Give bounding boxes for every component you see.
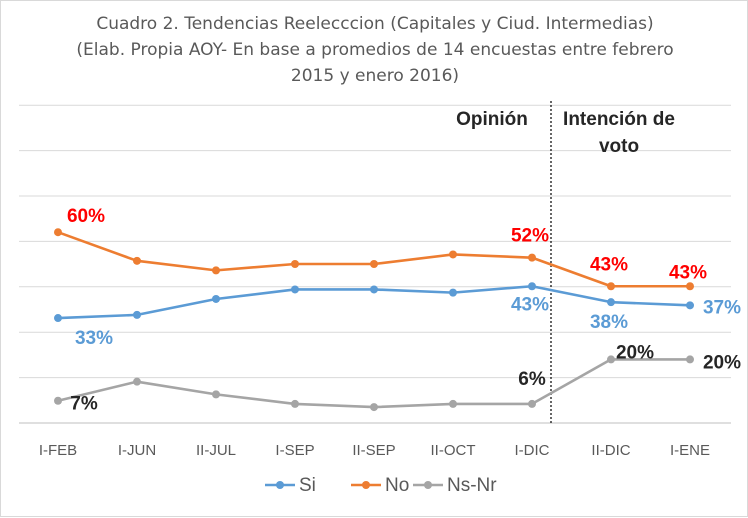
legend-label: Si xyxy=(299,475,316,496)
x-tick-label: I-ENE xyxy=(670,442,710,459)
gridlines xyxy=(19,104,731,424)
series-point-si xyxy=(133,310,141,319)
series-line-ns-nr xyxy=(56,358,692,409)
data-label: 60% xyxy=(67,206,105,227)
x-tick-label: II-DIC xyxy=(591,442,630,459)
series-point-si xyxy=(291,285,299,294)
series-point-no xyxy=(212,266,220,275)
series-point-no xyxy=(607,282,615,291)
data-label: 37% xyxy=(703,297,741,318)
x-tick-label: I-JUN xyxy=(118,442,156,459)
data-label: 20% xyxy=(703,352,741,373)
series-point-ns-nr xyxy=(212,390,220,399)
chart-title-line-1: Cuadro 2. Tendencias Reelecccion (Capita… xyxy=(96,14,653,34)
x-tick-label: II-OCT xyxy=(431,442,476,459)
data-label: 52% xyxy=(511,226,549,247)
x-tick-label: II-SEP xyxy=(352,442,395,459)
x-tick-label: I-FEB xyxy=(39,442,77,459)
legend-label: Ns-Nr xyxy=(447,475,497,496)
x-axis-tick-labels: I-FEB I-JUN II-JUL I-SEP II-SEP II-OCT I-DIC II… xyxy=(39,442,710,459)
data-label: 6% xyxy=(518,369,546,390)
legend-swatch-marker xyxy=(362,481,370,489)
series-point-ns-nr xyxy=(686,355,694,364)
legend: Si No Ns-Nr xyxy=(265,475,497,496)
legend-label: No xyxy=(385,475,409,496)
section-label-opinion: Opinión xyxy=(456,109,528,130)
data-label: 43% xyxy=(669,262,707,283)
section-label-intencion-line-1: Intención de xyxy=(563,109,675,130)
data-label: 20% xyxy=(616,342,654,363)
data-label: 7% xyxy=(70,394,98,415)
chart-title-line-3: 2015 y enero 2016) xyxy=(291,66,459,86)
series-point-si xyxy=(686,301,694,310)
series-point-ns-nr xyxy=(607,355,615,364)
series-point-ns-nr xyxy=(133,377,141,386)
chart-title: Cuadro 2. Tendencias Reelecccion (Capita… xyxy=(76,14,673,86)
series-point-si xyxy=(449,288,457,297)
series-point-si xyxy=(54,314,62,323)
x-tick-label: I-SEP xyxy=(275,442,314,459)
section-label-intencion-line-2: voto xyxy=(599,136,639,157)
series-point-ns-nr xyxy=(528,399,536,408)
series-point-si xyxy=(370,285,378,294)
data-labels: 33% 43% 38% 37% 60% 52% 43% 43% 7% 6% 20% 20% xyxy=(67,206,741,415)
legend-swatch-marker xyxy=(424,481,432,489)
series-point-si xyxy=(528,282,536,291)
series-point-no xyxy=(449,250,457,259)
series-point-ns-nr xyxy=(449,399,457,408)
x-tick-label: I-DIC xyxy=(515,442,550,459)
series-point-no xyxy=(528,253,536,262)
series-point-no xyxy=(54,228,62,237)
data-label: 33% xyxy=(75,328,113,349)
legend-swatch-marker xyxy=(276,481,284,489)
series-point-ns-nr xyxy=(370,403,378,412)
series-point-no xyxy=(133,256,141,265)
series-point-no xyxy=(291,260,299,268)
chart-title-line-2: (Elab. Propia AOY- En base a promedios d… xyxy=(76,40,673,60)
series-point-ns-nr xyxy=(291,399,299,408)
series-point-no xyxy=(686,282,694,291)
series-point-no xyxy=(370,260,378,268)
series-group xyxy=(54,228,694,412)
x-tick-label: II-JUL xyxy=(196,442,236,459)
data-label: 43% xyxy=(590,254,628,275)
series-point-si xyxy=(212,294,220,303)
data-label: 43% xyxy=(511,294,549,315)
series-point-si xyxy=(607,298,615,307)
data-label: 38% xyxy=(590,312,628,333)
series-point-ns-nr xyxy=(54,396,62,405)
